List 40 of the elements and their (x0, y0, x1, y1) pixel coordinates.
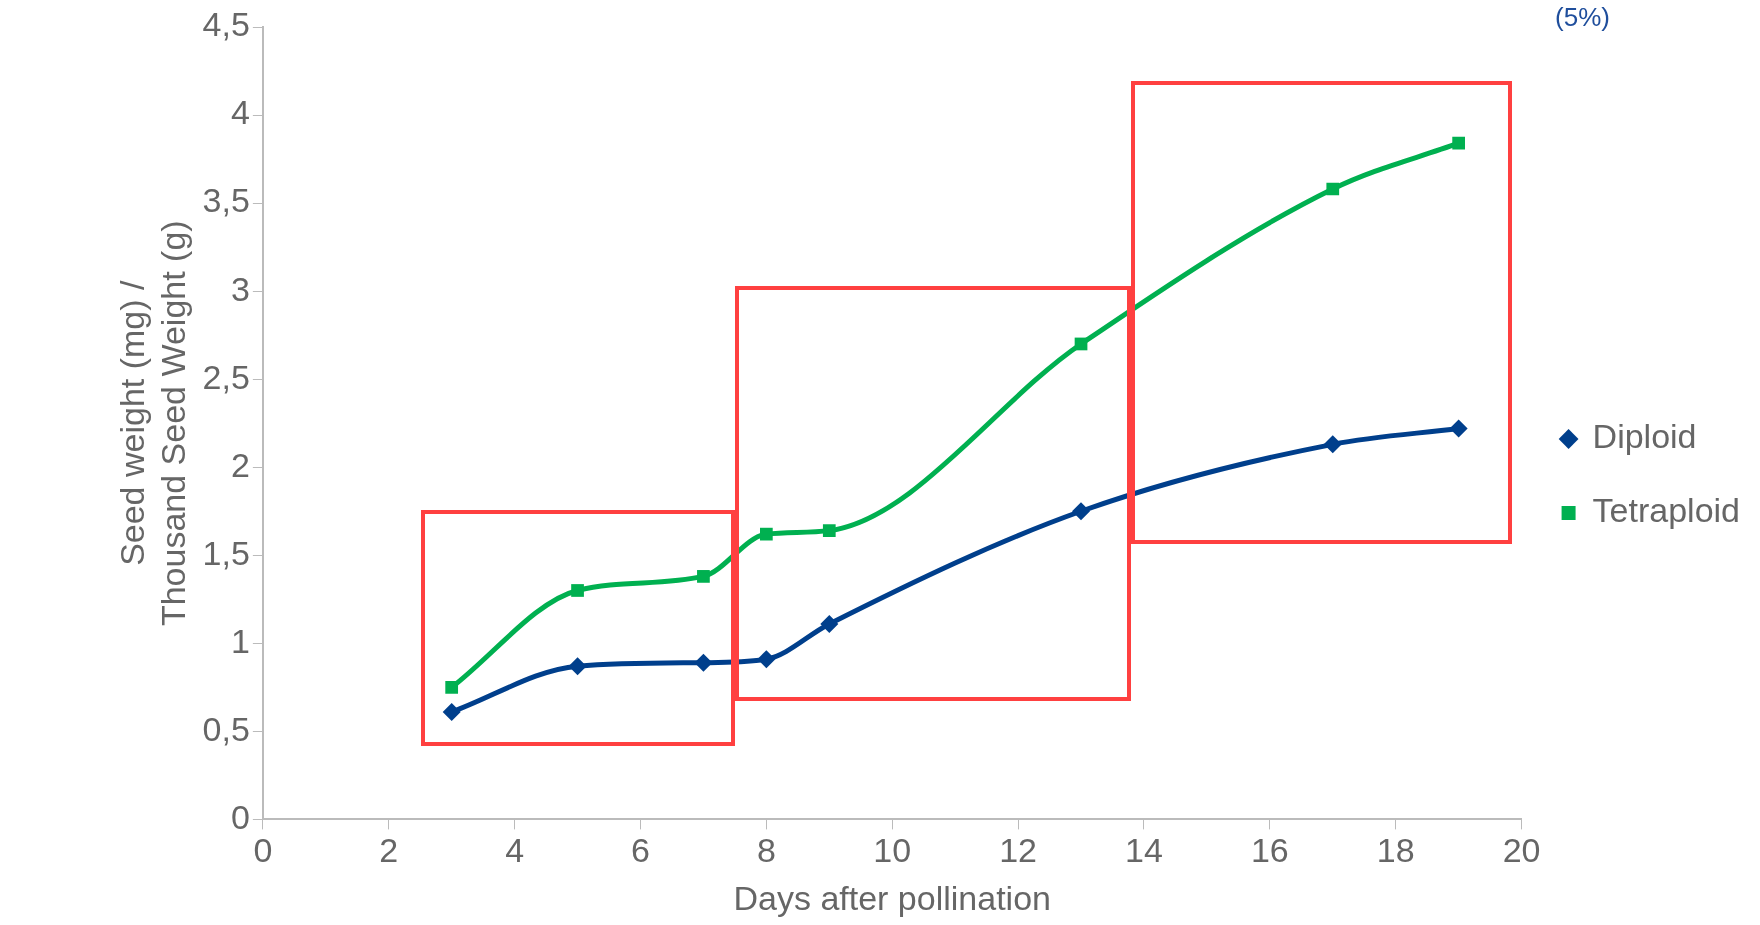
x-tick-label: 12 (999, 831, 1038, 870)
y-tick-label: 0 (230, 797, 250, 836)
y-tick-label: 1 (230, 621, 250, 660)
x-tick-label: 8 (756, 831, 776, 870)
point (822, 524, 836, 537)
point (697, 570, 710, 583)
point (442, 702, 461, 721)
legend-label: Diploid (1592, 417, 1697, 456)
point (757, 650, 776, 669)
x-tick-label: 18 (1376, 831, 1415, 870)
point (1072, 502, 1091, 521)
x-tick-label: 16 (1250, 831, 1289, 870)
x-tick-label: 20 (1502, 831, 1541, 870)
x-tick-label: 14 (1125, 831, 1163, 870)
y-tick-label: 4,5 (202, 5, 250, 44)
point (820, 614, 839, 633)
point (1452, 136, 1466, 150)
point (1449, 419, 1468, 438)
y-tick-label: 2 (230, 445, 250, 484)
x-tick-label: 10 (873, 831, 912, 870)
x-tick-label: 4 (505, 831, 525, 870)
x-tick-label: 6 (631, 831, 650, 870)
point (759, 527, 773, 541)
x-axis-title: Days after pollination (733, 878, 1051, 917)
y-tick-label: 3,5 (202, 181, 250, 220)
point (568, 657, 587, 676)
y-tick-label: 1,5 (202, 533, 250, 572)
y-tick-label: 4 (230, 93, 250, 132)
point (445, 680, 459, 694)
y-tick-label: 2,5 (202, 357, 250, 396)
legend-label: Tetraploid (1592, 491, 1740, 530)
text: (5%) (1555, 2, 1610, 33)
point (1326, 182, 1340, 196)
y-tick-label: 0,5 (202, 709, 250, 748)
y-axis-title: Seed weight (mg) / Thousand Seed Weight (g) (112, 220, 192, 627)
point (1323, 435, 1342, 454)
x-tick-label: 2 (379, 831, 399, 870)
point (694, 653, 713, 672)
y-tick-label: 3 (230, 269, 250, 308)
point (571, 584, 584, 597)
